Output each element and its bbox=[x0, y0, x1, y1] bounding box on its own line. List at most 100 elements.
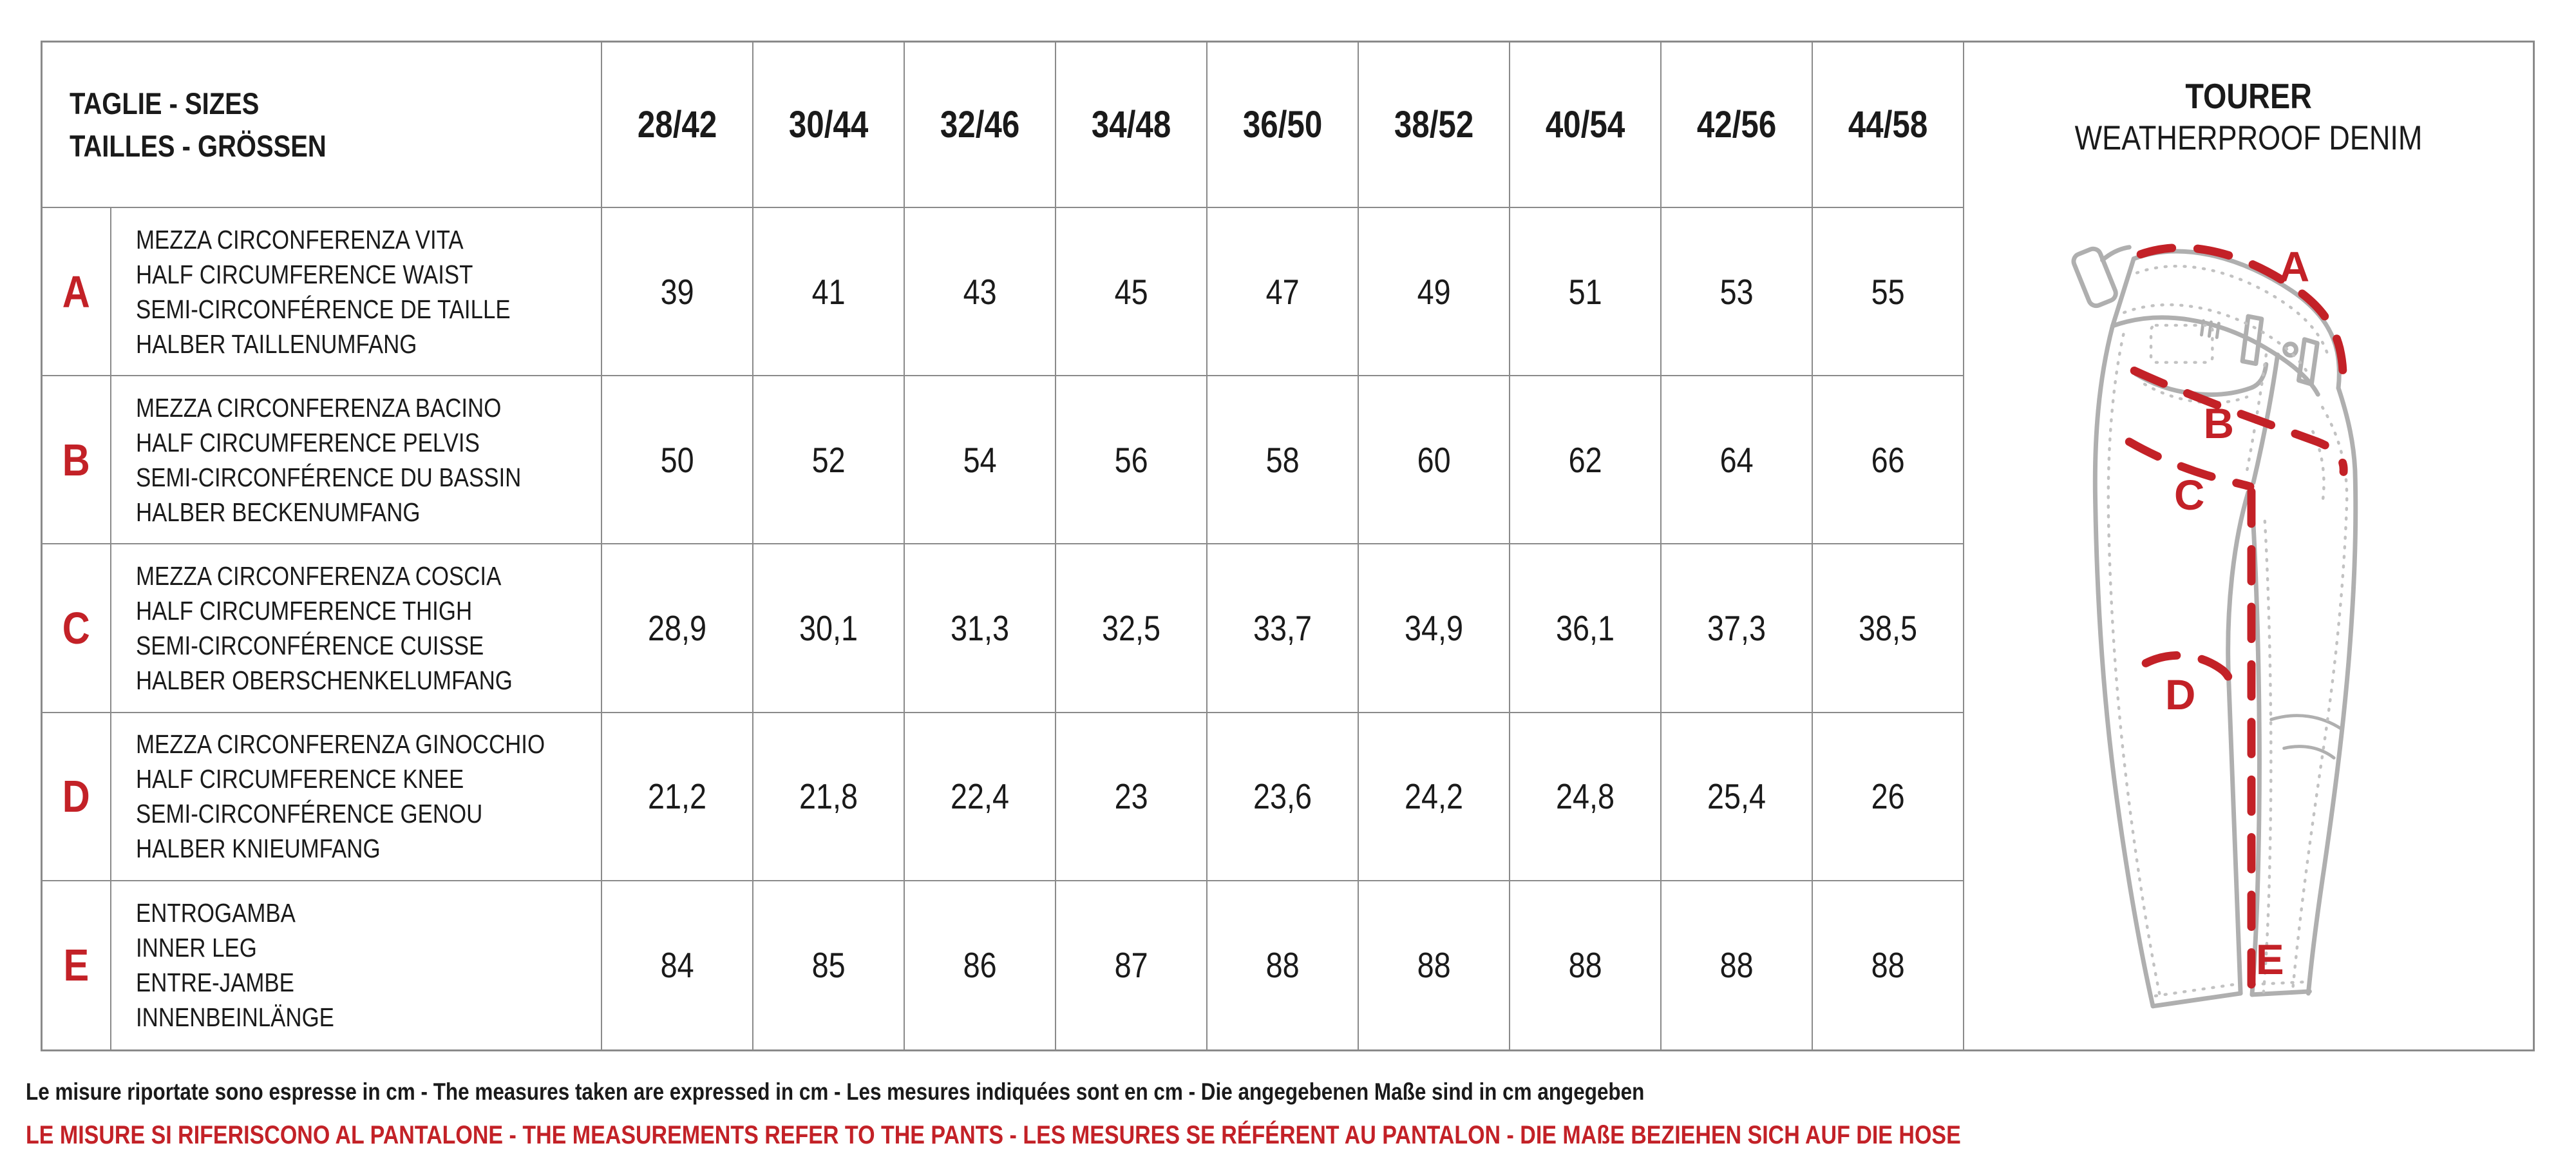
value: 85 bbox=[811, 945, 846, 986]
value-cell: 22,4 bbox=[905, 713, 1056, 881]
value-cell: 41 bbox=[753, 208, 905, 377]
row-label-line: HALF CIRCUMFERENCE PELVIS bbox=[136, 427, 480, 457]
size-header-label: 36/50 bbox=[1242, 104, 1323, 146]
value-cell: 31,3 bbox=[905, 544, 1056, 713]
row-label-line: SEMI-CIRCONFÉRENCE GENOU bbox=[136, 799, 483, 829]
belt-loop bbox=[2296, 337, 2320, 387]
value: 88 bbox=[1719, 945, 1754, 986]
size-header-label: 38/52 bbox=[1394, 104, 1474, 146]
value: 26 bbox=[1871, 776, 1905, 817]
size-column-header: 30/44 bbox=[753, 43, 905, 208]
value-cell: 23 bbox=[1056, 713, 1208, 881]
row-label-line: HALBER OBERSCHENKELUMFANG bbox=[136, 665, 513, 695]
value-cell: 49 bbox=[1359, 208, 1510, 377]
value: 32,5 bbox=[1101, 608, 1160, 648]
value: 23,6 bbox=[1253, 776, 1312, 817]
row-label-line: MEZZA CIRCONFERENZA VITA bbox=[136, 224, 464, 254]
value: 60 bbox=[1417, 439, 1451, 480]
value: 31,3 bbox=[950, 608, 1009, 648]
size-column-header: 44/58 bbox=[1813, 43, 1964, 208]
value-cell: 39 bbox=[602, 208, 753, 377]
value-cell: 66 bbox=[1813, 376, 1964, 545]
value-cell: 43 bbox=[905, 208, 1056, 377]
value-cell: 88 bbox=[1510, 881, 1662, 1049]
jeans-outline bbox=[2071, 245, 2358, 1009]
row-label-line: ENTROGAMBA bbox=[136, 898, 296, 928]
product-title: TOURER WEATHERPROOF DENIM bbox=[1964, 75, 2533, 160]
diagram-marker-b: B bbox=[2204, 400, 2234, 447]
value-cell: 53 bbox=[1662, 208, 1813, 377]
belt-loop bbox=[2240, 314, 2264, 367]
value: 87 bbox=[1114, 945, 1148, 986]
size-header-label: 32/46 bbox=[940, 104, 1020, 146]
row-description-d: MEZZA CIRCONFERENZA GINOCCHIO HALF CIRCU… bbox=[111, 713, 602, 881]
table-title-line2: TAILLES - GRÖSSEN bbox=[70, 128, 327, 163]
size-column-header: 32/46 bbox=[905, 43, 1056, 208]
row-description-e: ENTROGAMBA INNER LEG ENTRE-JAMBE INNENBE… bbox=[111, 881, 602, 1049]
value: 62 bbox=[1568, 439, 1602, 480]
value-cell: 62 bbox=[1510, 376, 1662, 545]
value: 28,9 bbox=[647, 608, 706, 648]
value-cell: 21,8 bbox=[753, 713, 905, 881]
value: 30,1 bbox=[799, 608, 858, 648]
footnote-units: Le misure riportate sono espresse in cm … bbox=[26, 1078, 1645, 1105]
value-cell: 26 bbox=[1813, 713, 1964, 881]
value: 24,8 bbox=[1555, 776, 1615, 817]
size-column-header: 40/54 bbox=[1510, 43, 1662, 208]
value: 37,3 bbox=[1707, 608, 1766, 648]
row-letter-b: B bbox=[43, 376, 111, 545]
value: 45 bbox=[1114, 271, 1148, 312]
size-header-label: 44/58 bbox=[1848, 104, 1928, 146]
row-letter-d: D bbox=[43, 713, 111, 881]
value: 47 bbox=[1265, 271, 1300, 312]
size-header-label: 28/42 bbox=[637, 104, 717, 146]
value: 88 bbox=[1417, 945, 1451, 986]
value-cell: 52 bbox=[753, 376, 905, 545]
value: 24,2 bbox=[1404, 776, 1463, 817]
table-title-cell: TAGLIE - SIZES TAILLES - GRÖSSEN bbox=[43, 43, 602, 208]
value-cell: 23,6 bbox=[1208, 713, 1359, 881]
row-label-line: INNENBEINLÄNGE bbox=[136, 1002, 334, 1033]
value-cell: 86 bbox=[905, 881, 1056, 1049]
value: 39 bbox=[660, 271, 694, 312]
table-title-line1: TAGLIE - SIZES bbox=[70, 86, 260, 120]
row-label-line: ENTRE-JAMBE bbox=[136, 968, 294, 998]
row-label-line: MEZZA CIRCONFERENZA COSCIA bbox=[136, 560, 502, 591]
value: 88 bbox=[1265, 945, 1300, 986]
value-cell: 88 bbox=[1208, 881, 1359, 1049]
product-title-line2: WEATHERPROOF DENIM bbox=[2074, 119, 2423, 157]
pants-diagram: A B C D E bbox=[2071, 243, 2358, 1009]
value-cell: 64 bbox=[1662, 376, 1813, 545]
value: 58 bbox=[1265, 439, 1300, 480]
value-cell: 84 bbox=[602, 881, 753, 1049]
row-description-c: MEZZA CIRCONFERENZA COSCIA HALF CIRCUMFE… bbox=[111, 544, 602, 713]
row-letter-a: A bbox=[43, 208, 111, 377]
waist-button bbox=[2282, 341, 2298, 358]
row-letter-c: C bbox=[43, 544, 111, 713]
diagram-marker-a: A bbox=[2279, 243, 2309, 290]
value: 22,4 bbox=[950, 776, 1009, 817]
value: 53 bbox=[1719, 271, 1754, 312]
value: 55 bbox=[1871, 271, 1905, 312]
value-cell: 54 bbox=[905, 376, 1056, 545]
size-header-label: 42/56 bbox=[1696, 104, 1777, 146]
value-cell: 87 bbox=[1056, 881, 1208, 1049]
row-label-line: HALF CIRCUMFERENCE KNEE bbox=[136, 764, 464, 794]
value: 33,7 bbox=[1253, 608, 1312, 648]
product-panel: TOURER WEATHERPROOF DENIM bbox=[1964, 43, 2533, 1049]
diagram-marker-d: D bbox=[2165, 671, 2195, 718]
row-label-line: HALBER BECKENUMFANG bbox=[136, 497, 421, 527]
value-cell: 38,5 bbox=[1813, 544, 1964, 713]
value-cell: 58 bbox=[1208, 376, 1359, 545]
size-header-label: 30/44 bbox=[788, 104, 869, 146]
row-description-b: MEZZA CIRCONFERENZA BACINO HALF CIRCUMFE… bbox=[111, 376, 602, 545]
diagram-marker-e: E bbox=[2256, 936, 2284, 983]
size-column-header: 42/56 bbox=[1662, 43, 1813, 208]
value: 88 bbox=[1568, 945, 1602, 986]
value: 52 bbox=[811, 439, 846, 480]
value: 64 bbox=[1719, 439, 1754, 480]
measure-line-d bbox=[2141, 651, 2235, 686]
value-cell: 33,7 bbox=[1208, 544, 1359, 713]
value-cell: 30,1 bbox=[753, 544, 905, 713]
value: 49 bbox=[1417, 271, 1451, 312]
